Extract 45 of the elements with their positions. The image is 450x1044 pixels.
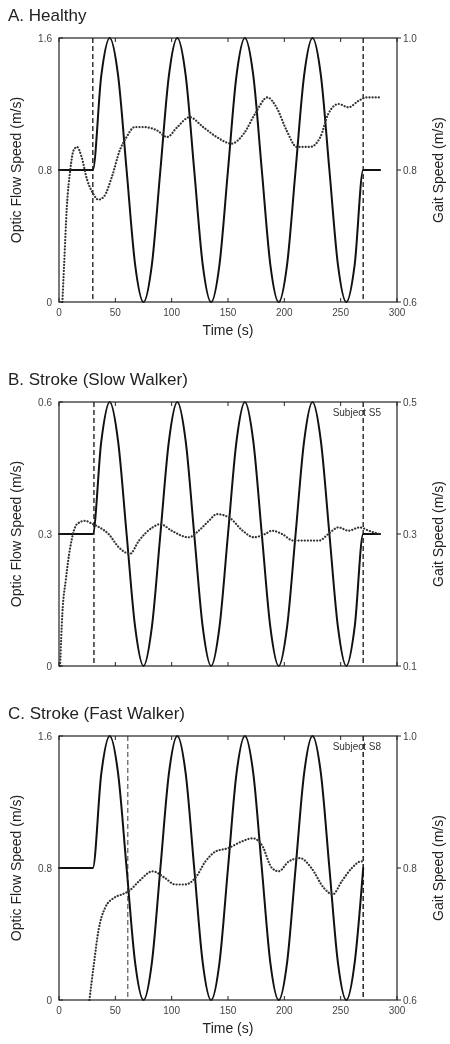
x-tick-label: 0 — [56, 307, 63, 318]
chart-title: A. Healthy — [8, 6, 87, 25]
y2-tick-label: 0.6 — [403, 296, 418, 308]
y2-tick-label: 0.1 — [403, 660, 418, 672]
y-tick-label: 0.6 — [38, 396, 53, 408]
x-tick-label: 300 — [388, 307, 406, 318]
x-tick-label: 250 — [332, 307, 350, 318]
x-tick-label: 200 — [275, 1005, 294, 1016]
y-axis-title: Optic Flow Speed (m/s) — [7, 96, 24, 244]
x-axis-title: Time (s) — [202, 1020, 254, 1036]
x-tick-label: 0 — [56, 1005, 63, 1016]
annotation: Subject S8 — [332, 741, 382, 752]
y2-tick-label: 0.8 — [403, 164, 418, 176]
y-tick-label: 1.6 — [38, 730, 53, 742]
x-tick-label: 200 — [275, 307, 294, 318]
chart-title: C. Stroke (Fast Walker) — [8, 704, 185, 723]
x-tick-label: 50 — [109, 1005, 122, 1016]
y2-tick-label: 0.8 — [403, 862, 418, 874]
x-tick-label: 100 — [163, 307, 181, 318]
x-tick-label: 50 — [109, 307, 122, 318]
x-tick-label: 250 — [332, 1005, 350, 1016]
y2-tick-label: 1.0 — [403, 730, 418, 742]
y2-tick-label: 1.0 — [403, 32, 418, 44]
chart-title: B. Stroke (Slow Walker) — [8, 370, 188, 389]
y-tick-label: 0.8 — [38, 164, 53, 176]
y-axis-title: Optic Flow Speed (m/s) — [7, 794, 24, 942]
x-tick-label: 100 — [163, 1005, 181, 1016]
y-tick-label: 0 — [46, 994, 53, 1006]
y2-tick-label: 0.6 — [403, 994, 418, 1006]
y2-tick-label: 0.5 — [403, 396, 418, 408]
y-tick-label: 0 — [46, 660, 53, 672]
y2-axis-title: Gait Speed (m/s) — [429, 815, 446, 921]
y2-axis-title: Gait Speed (m/s) — [429, 481, 446, 587]
x-axis-title: Time (s) — [202, 322, 254, 338]
y-axis-title: Optic Flow Speed (m/s) — [7, 460, 24, 608]
y-tick-label: 0.3 — [38, 528, 53, 540]
y-tick-label: 0.8 — [38, 862, 53, 874]
x-tick-label: 150 — [219, 307, 237, 318]
x-tick-label: 300 — [388, 1005, 406, 1016]
y2-tick-label: 0.3 — [403, 528, 418, 540]
y-tick-label: 1.6 — [38, 32, 53, 44]
y2-axis-title: Gait Speed (m/s) — [429, 117, 446, 223]
y-tick-label: 0 — [46, 296, 53, 308]
x-tick-label: 150 — [219, 1005, 237, 1016]
annotation: Subject S5 — [332, 407, 382, 418]
